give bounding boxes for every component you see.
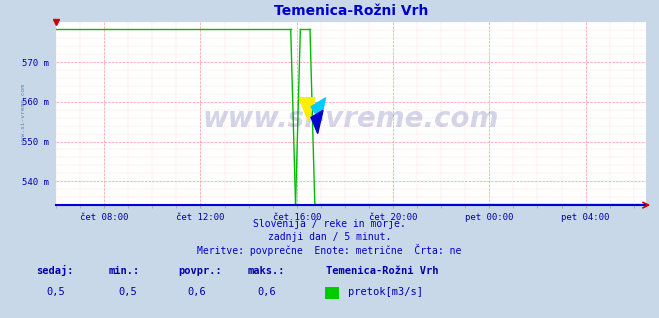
- Text: Slovenija / reke in morje.: Slovenija / reke in morje.: [253, 219, 406, 229]
- Text: povpr.:: povpr.:: [178, 266, 221, 276]
- Text: www.si-vreme.com: www.si-vreme.com: [21, 84, 26, 144]
- Text: www.si-vreme.com: www.si-vreme.com: [203, 105, 499, 133]
- Text: zadnji dan / 5 minut.: zadnji dan / 5 minut.: [268, 232, 391, 242]
- Text: min.:: min.:: [109, 266, 140, 276]
- Text: sedaj:: sedaj:: [36, 266, 74, 276]
- Text: maks.:: maks.:: [247, 266, 285, 276]
- Polygon shape: [311, 110, 323, 134]
- Text: 0,5: 0,5: [119, 287, 137, 297]
- Title: Temenica-Rožni Vrh: Temenica-Rožni Vrh: [273, 4, 428, 18]
- Text: Meritve: povprečne  Enote: metrične  Črta: ne: Meritve: povprečne Enote: metrične Črta:…: [197, 244, 462, 256]
- Polygon shape: [311, 98, 326, 121]
- Text: Temenica-Rožni Vrh: Temenica-Rožni Vrh: [326, 266, 439, 276]
- Text: 0,6: 0,6: [257, 287, 275, 297]
- Text: 0,5: 0,5: [46, 287, 65, 297]
- Text: pretok[m3/s]: pretok[m3/s]: [348, 287, 423, 297]
- Polygon shape: [299, 98, 315, 121]
- Text: 0,6: 0,6: [188, 287, 206, 297]
